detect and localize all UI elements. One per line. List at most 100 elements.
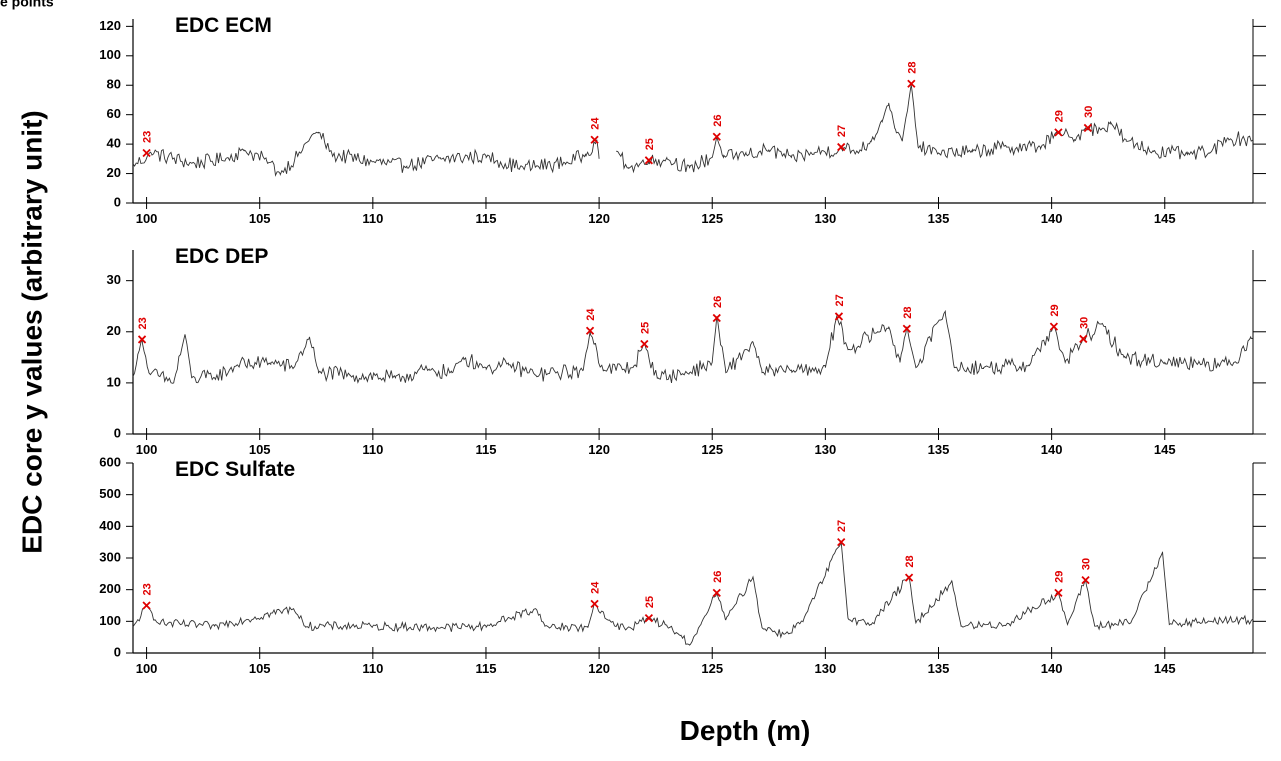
series-line	[132, 309, 1253, 384]
x-tick-label: 145	[1154, 211, 1176, 226]
y-tick-label: 400	[99, 518, 121, 533]
event-cross	[837, 142, 846, 152]
series-line	[132, 85, 1254, 177]
y-tick-label: 300	[99, 549, 121, 564]
event-label: 23	[142, 131, 154, 143]
event-marker-25: 25	[639, 322, 651, 349]
event-marker-28: 28	[904, 555, 916, 582]
event-label: 24	[590, 117, 602, 130]
y-tick-label: 60	[107, 106, 121, 121]
event-marker-28: 28	[902, 306, 914, 333]
event-label: 29	[1049, 304, 1061, 316]
x-tick-label: 140	[1041, 661, 1063, 676]
event-marker-30: 30	[1078, 317, 1090, 344]
x-tick-label: 145	[1154, 442, 1176, 457]
panel-1: 0 20 40 60 80 100 120 100 105 110 115 120 125 130 135 1…	[99, 14, 1266, 226]
event-marker-27: 27	[836, 520, 848, 547]
event-cross	[644, 156, 654, 165]
event-label: 26	[712, 296, 724, 308]
event-marker-23: 23	[142, 583, 154, 610]
event-cross	[1049, 322, 1059, 331]
y-tick-label: 500	[99, 486, 121, 501]
event-cross	[834, 312, 844, 321]
event-label: 30	[1083, 106, 1095, 118]
event-label: 26	[712, 571, 724, 583]
x-tick-label: 100	[136, 442, 158, 457]
x-tick-label: 115	[475, 442, 496, 457]
x-tick-label: 110	[362, 442, 383, 457]
event-marker-27: 27	[834, 294, 846, 321]
event-cross	[590, 599, 599, 609]
y-tick-label: 600	[99, 454, 121, 469]
y-tick-label: 0	[114, 425, 121, 440]
event-cross	[585, 326, 595, 335]
x-tick-label: 105	[249, 661, 271, 676]
event-label: 23	[137, 317, 149, 329]
event-marker-25: 25	[644, 138, 656, 165]
x-tick-label: 115	[475, 661, 496, 676]
x-tick-label: 130	[815, 442, 837, 457]
x-tick-label: 135	[928, 211, 950, 226]
event-label: 25	[644, 138, 656, 150]
event-marker-28: 28	[906, 62, 918, 88]
panel-title: EDC Sulfate	[175, 458, 295, 481]
event-marker-24: 24	[590, 581, 602, 609]
panel-3: 0 100 200 300 400 500 600 100 105 110 115 120 125 130…	[99, 454, 1266, 676]
event-marker-25: 25	[644, 596, 656, 623]
event-marker-30: 30	[1083, 106, 1095, 133]
x-tick-label: 135	[928, 442, 950, 457]
y-tick-label: 0	[114, 644, 121, 659]
event-cross	[1079, 334, 1088, 344]
x-tick-label: 105	[249, 211, 271, 226]
event-marker-26: 26	[712, 115, 724, 141]
panel-title: EDC DEP	[175, 245, 268, 268]
y-tick-label: 100	[99, 613, 121, 628]
y-tick-label: 10	[107, 374, 121, 389]
series-line	[132, 542, 1254, 646]
x-axis-title: Depth (m)	[680, 715, 811, 746]
y-tick-label: 30	[107, 272, 121, 287]
event-marker-26: 26	[712, 296, 724, 323]
x-tick-label: 120	[588, 661, 610, 676]
panel-title: EDC ECM	[175, 14, 272, 37]
event-cross	[902, 324, 911, 333]
y-tick-label: 20	[107, 165, 121, 180]
y-tick-label: 40	[107, 136, 121, 151]
x-tick-label: 110	[362, 211, 383, 226]
event-marker-27: 27	[836, 125, 848, 152]
event-cross	[1054, 128, 1063, 137]
y-tick-label: 100	[99, 47, 121, 62]
x-tick-label: 115	[475, 211, 496, 226]
x-tick-label: 145	[1154, 661, 1176, 676]
event-cross	[1081, 576, 1090, 585]
event-label: 27	[834, 294, 846, 306]
y-tick-label: 200	[99, 581, 121, 596]
y-tick-label: 0	[114, 194, 121, 209]
x-tick-label: 110	[362, 661, 383, 676]
event-cross	[904, 573, 914, 582]
y-tick-label: 80	[107, 77, 121, 92]
event-cross	[907, 79, 916, 88]
event-label: 29	[1053, 571, 1065, 583]
event-cross	[142, 148, 151, 158]
event-marker-29: 29	[1053, 110, 1065, 137]
x-tick-label: 130	[815, 661, 837, 676]
event-label: 25	[644, 596, 656, 608]
event-label: 28	[904, 555, 916, 567]
event-label: 24	[585, 308, 597, 321]
x-tick-label: 100	[136, 661, 158, 676]
event-marker-24: 24	[585, 308, 597, 335]
event-cross	[644, 614, 654, 623]
y-tick-label: 120	[99, 18, 121, 33]
event-label: 23	[142, 583, 154, 595]
event-marker-30: 30	[1081, 558, 1093, 585]
x-tick-label: 140	[1041, 211, 1063, 226]
event-label: 26	[712, 115, 724, 127]
y-axis-title: EDC core y values (arbitrary unit)	[16, 110, 47, 553]
y-tick-label: 20	[107, 323, 121, 338]
event-cross	[640, 339, 649, 349]
event-label: 24	[590, 581, 602, 594]
event-label: 27	[836, 520, 848, 532]
